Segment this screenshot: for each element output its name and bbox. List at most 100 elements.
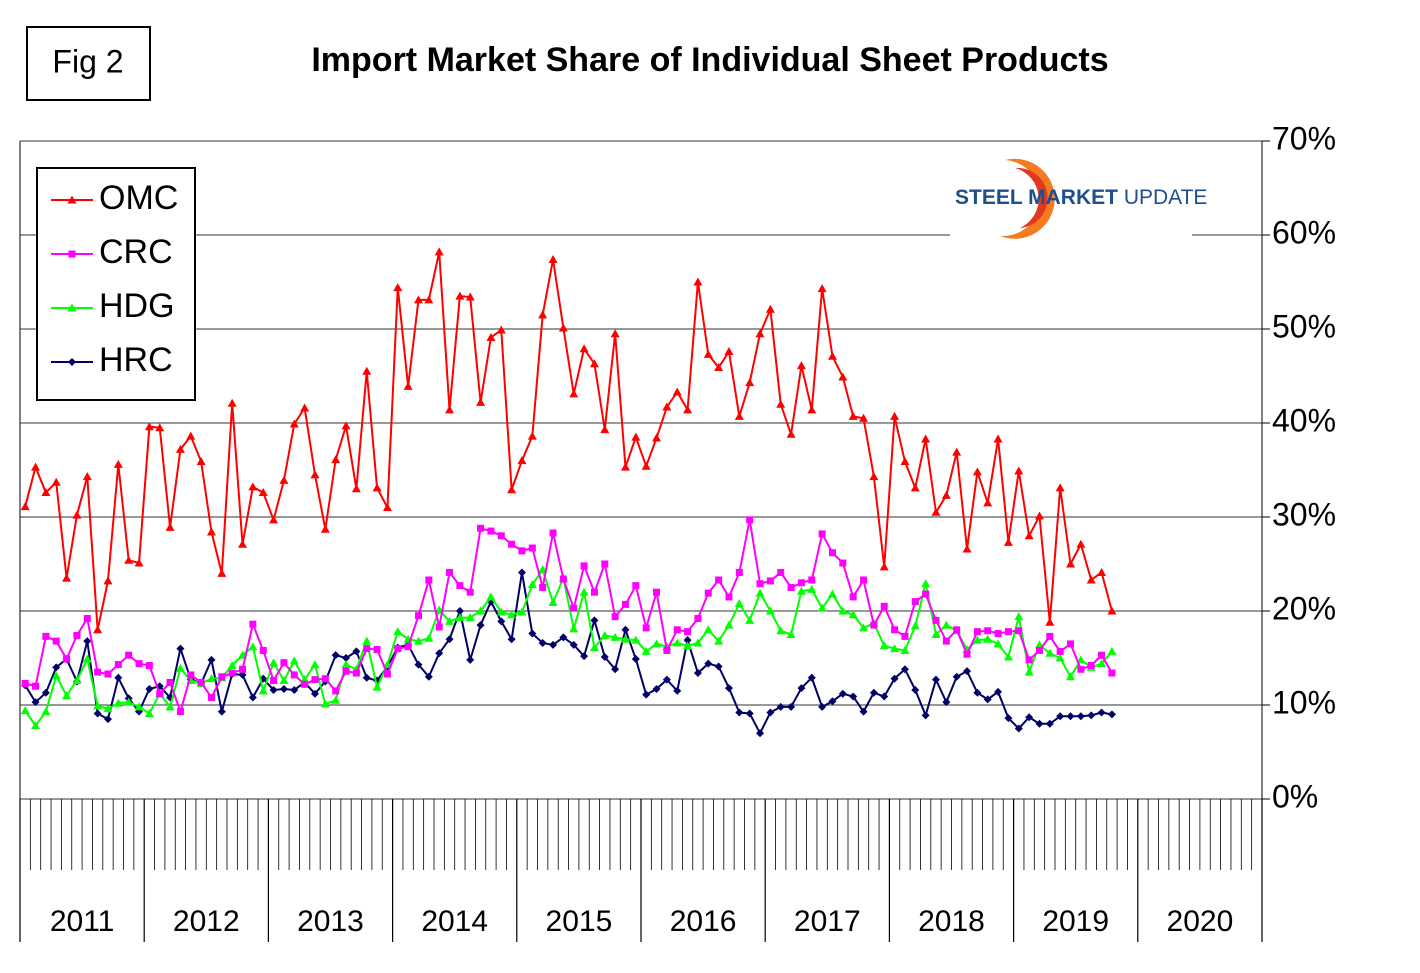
marker xyxy=(73,631,81,639)
marker xyxy=(362,673,371,682)
marker xyxy=(424,672,433,681)
marker xyxy=(434,247,444,256)
marker xyxy=(683,641,693,650)
marker xyxy=(290,671,298,679)
marker xyxy=(156,690,164,698)
y-tick-label: 70% xyxy=(1272,120,1336,156)
marker xyxy=(20,706,30,715)
logo-background xyxy=(950,150,1192,238)
marker xyxy=(403,381,413,390)
marker xyxy=(68,250,76,258)
marker xyxy=(952,672,961,681)
marker xyxy=(994,630,1002,638)
marker xyxy=(972,467,982,476)
marker xyxy=(838,689,847,698)
marker xyxy=(249,620,257,628)
marker xyxy=(880,602,888,610)
x-tick-label: 2017 xyxy=(794,905,861,938)
marker xyxy=(1067,640,1075,648)
marker xyxy=(962,544,972,553)
marker xyxy=(279,475,289,484)
marker xyxy=(631,654,640,663)
marker xyxy=(487,527,495,535)
marker xyxy=(414,612,422,620)
series-line xyxy=(24,572,1113,736)
marker xyxy=(745,378,755,387)
marker xyxy=(227,398,237,407)
marker xyxy=(900,665,909,674)
marker xyxy=(818,530,826,538)
marker xyxy=(497,617,506,626)
marker xyxy=(455,607,464,615)
marker xyxy=(641,646,651,655)
marker xyxy=(187,671,195,679)
marker xyxy=(413,295,423,304)
marker xyxy=(445,405,455,414)
marker xyxy=(911,598,919,606)
marker xyxy=(838,606,848,615)
marker xyxy=(942,698,951,707)
marker xyxy=(280,659,288,667)
marker xyxy=(714,363,724,372)
marker xyxy=(653,588,661,596)
marker xyxy=(228,669,236,677)
marker xyxy=(165,702,175,711)
marker xyxy=(662,402,672,411)
marker xyxy=(217,707,226,716)
marker xyxy=(186,431,196,440)
marker xyxy=(32,682,40,690)
marker xyxy=(1045,617,1055,626)
marker xyxy=(218,673,226,681)
marker xyxy=(704,659,713,668)
marker xyxy=(756,580,764,588)
marker xyxy=(465,292,475,301)
marker xyxy=(860,576,868,584)
marker xyxy=(507,485,517,494)
marker xyxy=(673,686,682,695)
marker xyxy=(601,560,609,568)
marker xyxy=(351,484,361,493)
marker xyxy=(1077,665,1085,673)
logo-text: STEEL MARKET UPDATE xyxy=(955,186,1207,209)
marker xyxy=(589,643,599,652)
figure-label-box xyxy=(26,26,151,101)
marker xyxy=(31,462,41,471)
marker xyxy=(879,641,889,650)
marker xyxy=(83,615,91,623)
marker xyxy=(1056,647,1064,655)
marker xyxy=(941,490,951,499)
marker xyxy=(1087,662,1095,670)
marker xyxy=(1045,719,1054,728)
marker xyxy=(549,529,557,537)
marker xyxy=(113,698,123,707)
marker xyxy=(942,637,950,645)
marker xyxy=(673,626,681,634)
marker xyxy=(797,579,805,587)
marker xyxy=(839,559,847,567)
marker xyxy=(1015,627,1023,635)
marker xyxy=(362,366,372,375)
marker xyxy=(724,684,733,693)
marker xyxy=(766,708,775,717)
marker xyxy=(755,329,765,338)
marker xyxy=(104,670,112,678)
marker xyxy=(621,600,629,608)
marker xyxy=(849,593,857,601)
marker xyxy=(620,462,630,471)
marker xyxy=(569,640,578,649)
marker xyxy=(342,654,351,662)
marker xyxy=(580,652,589,661)
marker xyxy=(745,709,754,718)
marker xyxy=(796,586,806,595)
marker xyxy=(1035,719,1044,728)
marker xyxy=(517,607,527,616)
marker xyxy=(67,303,77,312)
marker xyxy=(848,610,858,619)
marker xyxy=(42,632,50,640)
marker xyxy=(777,568,785,576)
marker xyxy=(776,626,786,635)
marker xyxy=(993,639,1003,648)
figure-label: Fig 2 xyxy=(52,43,123,79)
marker xyxy=(817,603,827,612)
marker xyxy=(683,636,692,645)
